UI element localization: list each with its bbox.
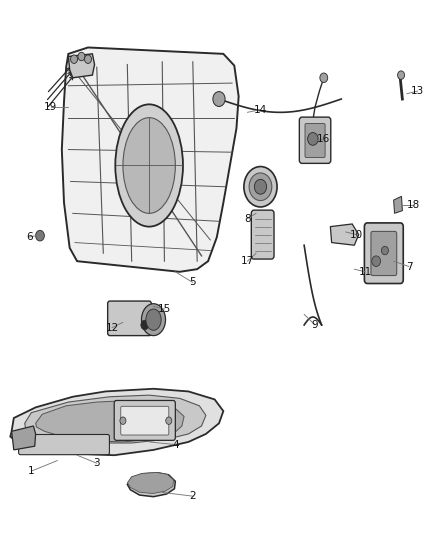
Polygon shape — [62, 47, 239, 272]
FancyBboxPatch shape — [114, 400, 175, 440]
FancyBboxPatch shape — [251, 210, 274, 259]
Text: 13: 13 — [411, 86, 424, 96]
Text: 12: 12 — [106, 322, 119, 333]
Text: 16: 16 — [317, 134, 330, 144]
Circle shape — [320, 73, 328, 83]
Text: 6: 6 — [26, 232, 32, 243]
Text: 4: 4 — [172, 440, 179, 450]
Ellipse shape — [141, 304, 166, 336]
FancyBboxPatch shape — [108, 301, 151, 336]
Circle shape — [213, 92, 225, 107]
Polygon shape — [12, 426, 35, 450]
Circle shape — [398, 71, 405, 79]
Circle shape — [35, 230, 44, 241]
Polygon shape — [127, 473, 175, 497]
Circle shape — [166, 417, 172, 424]
Polygon shape — [127, 472, 173, 494]
Text: 3: 3 — [93, 458, 100, 468]
Text: 18: 18 — [406, 200, 420, 211]
Circle shape — [249, 173, 272, 200]
Text: 19: 19 — [44, 102, 57, 112]
Circle shape — [372, 256, 381, 266]
Polygon shape — [11, 389, 223, 455]
Polygon shape — [25, 395, 206, 443]
Text: 14: 14 — [254, 104, 267, 115]
Circle shape — [141, 320, 149, 330]
Text: 5: 5 — [190, 278, 196, 287]
Text: 8: 8 — [244, 214, 251, 224]
Text: 7: 7 — [406, 262, 412, 271]
Text: 9: 9 — [312, 320, 318, 330]
FancyBboxPatch shape — [305, 124, 325, 158]
FancyBboxPatch shape — [299, 117, 331, 164]
Text: 2: 2 — [190, 491, 196, 501]
Text: 15: 15 — [158, 304, 171, 314]
Circle shape — [71, 55, 78, 63]
Circle shape — [78, 52, 85, 61]
Text: 17: 17 — [241, 256, 254, 266]
Polygon shape — [35, 400, 184, 442]
FancyBboxPatch shape — [371, 231, 397, 276]
Text: 11: 11 — [359, 267, 372, 277]
FancyBboxPatch shape — [364, 223, 403, 284]
Text: 1: 1 — [28, 466, 35, 476]
Ellipse shape — [123, 118, 175, 213]
Polygon shape — [68, 54, 95, 78]
Ellipse shape — [115, 104, 183, 227]
Circle shape — [254, 179, 267, 194]
Circle shape — [120, 417, 126, 424]
FancyBboxPatch shape — [18, 434, 110, 455]
Ellipse shape — [146, 309, 161, 330]
Circle shape — [381, 246, 389, 255]
Text: 10: 10 — [350, 230, 363, 240]
Circle shape — [244, 166, 277, 207]
Circle shape — [85, 55, 92, 63]
Circle shape — [307, 133, 318, 146]
Polygon shape — [394, 196, 403, 213]
FancyBboxPatch shape — [121, 406, 169, 435]
Polygon shape — [330, 224, 359, 245]
